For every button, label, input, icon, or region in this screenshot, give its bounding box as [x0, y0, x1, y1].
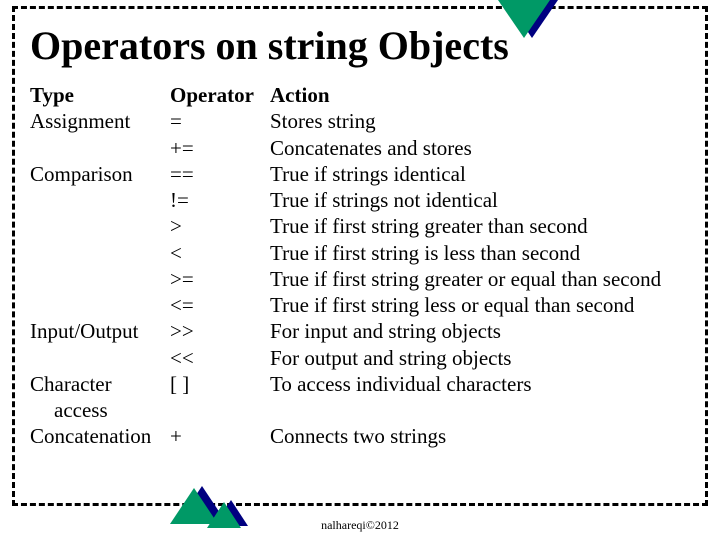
- cell-action: True if strings not identical: [270, 187, 700, 213]
- cell-operator: =: [170, 108, 270, 134]
- table-row: != True if strings not identical: [30, 187, 700, 213]
- table-header: Type Operator Action: [30, 82, 700, 108]
- cell-action: True if first string less or equal than …: [270, 292, 700, 318]
- cell-type: [30, 292, 170, 318]
- cell-type: [30, 345, 170, 371]
- page-title: Operators on string Objects: [30, 22, 509, 69]
- cell-type: [30, 187, 170, 213]
- cell-operator: +: [170, 423, 270, 449]
- cell-operator: ==: [170, 161, 270, 187]
- cell-operator: !=: [170, 187, 270, 213]
- cell-type: Comparison: [30, 161, 170, 187]
- table-row: < True if first string is less than seco…: [30, 240, 700, 266]
- cell-type: access: [30, 397, 170, 423]
- cell-operator: >=: [170, 266, 270, 292]
- cell-action: To access individual characters: [270, 371, 700, 397]
- table-row: >= True if first string greater or equal…: [30, 266, 700, 292]
- table-row: Concatenation + Connects two strings: [30, 423, 700, 449]
- cell-type: [30, 266, 170, 292]
- table-row: access: [30, 397, 700, 423]
- cell-type: [30, 135, 170, 161]
- cell-type: Input/Output: [30, 318, 170, 344]
- cell-operator: +=: [170, 135, 270, 161]
- footer-text: nalhareqi©2012: [0, 518, 720, 533]
- table-row: > True if first string greater than seco…: [30, 213, 700, 239]
- cell-type: [30, 213, 170, 239]
- operators-table: Type Operator Action Assignment = Stores…: [30, 82, 700, 450]
- cell-type: [30, 240, 170, 266]
- cell-operator: >>: [170, 318, 270, 344]
- table-row: += Concatenates and stores: [30, 135, 700, 161]
- table-row: Comparison == True if strings identical: [30, 161, 700, 187]
- cell-action: For output and string objects: [270, 345, 700, 371]
- table-row: <= True if first string less or equal th…: [30, 292, 700, 318]
- cell-type: Concatenation: [30, 423, 170, 449]
- slide: Operators on string Objects Type Operato…: [0, 0, 720, 540]
- table-row: Assignment = Stores string: [30, 108, 700, 134]
- cell-action: Stores string: [270, 108, 700, 134]
- table-row: << For output and string objects: [30, 345, 700, 371]
- cell-operator: [170, 397, 270, 423]
- cell-type: Assignment: [30, 108, 170, 134]
- cell-operator: >: [170, 213, 270, 239]
- cell-action: [270, 397, 700, 423]
- cell-operator: [ ]: [170, 371, 270, 397]
- table-row: Character [ ] To access individual chara…: [30, 371, 700, 397]
- cell-operator: <: [170, 240, 270, 266]
- header-type: Type: [30, 82, 170, 108]
- table-row: Input/Output >> For input and string obj…: [30, 318, 700, 344]
- cell-action: True if first string greater or equal th…: [270, 266, 700, 292]
- cell-action: Concatenates and stores: [270, 135, 700, 161]
- cell-action: Connects two strings: [270, 423, 700, 449]
- cell-action: For input and string objects: [270, 318, 700, 344]
- header-operator: Operator: [170, 82, 270, 108]
- cell-operator: <<: [170, 345, 270, 371]
- cell-action: True if first string is less than second: [270, 240, 700, 266]
- cell-type: Character: [30, 371, 170, 397]
- header-action: Action: [270, 82, 700, 108]
- cell-action: True if strings identical: [270, 161, 700, 187]
- cell-operator: <=: [170, 292, 270, 318]
- cell-action: True if first string greater than second: [270, 213, 700, 239]
